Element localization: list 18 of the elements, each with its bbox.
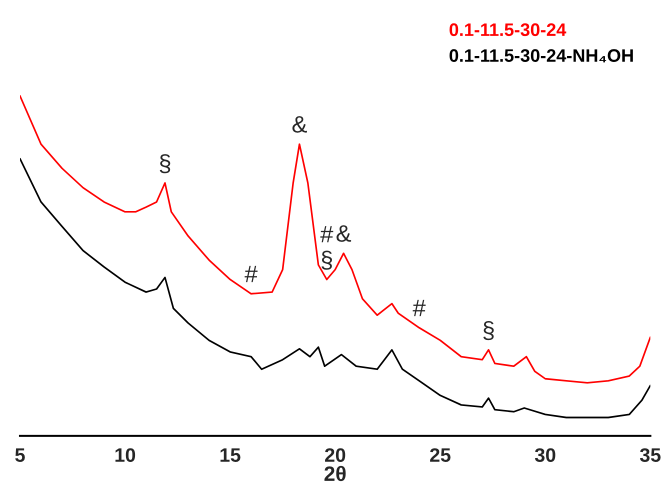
x-tick-label: 15 <box>220 448 240 462</box>
x-tick-label: 5 <box>15 448 25 462</box>
text: 0.1-11.5-30-24 <box>450 23 566 36</box>
x-tick-label: 20 <box>325 448 346 462</box>
x-tick-label: 30 <box>534 448 556 462</box>
annotation: # <box>412 300 426 316</box>
x-tick-label: 10 <box>115 448 136 462</box>
annotation: # <box>244 266 258 282</box>
annotation: § <box>322 250 332 270</box>
annotation: § <box>160 154 170 174</box>
x-tick-label: 35 <box>640 448 661 462</box>
x-axis-title: 2θ <box>324 466 346 482</box>
x-tick-label: 25 <box>430 448 450 462</box>
annotation: & <box>336 225 352 242</box>
annotation: & <box>292 116 307 133</box>
annotation: # <box>320 226 334 242</box>
text: 0.1-11.5-30-24-NH₄OH <box>450 49 633 62</box>
annotation: § <box>483 321 494 340</box>
